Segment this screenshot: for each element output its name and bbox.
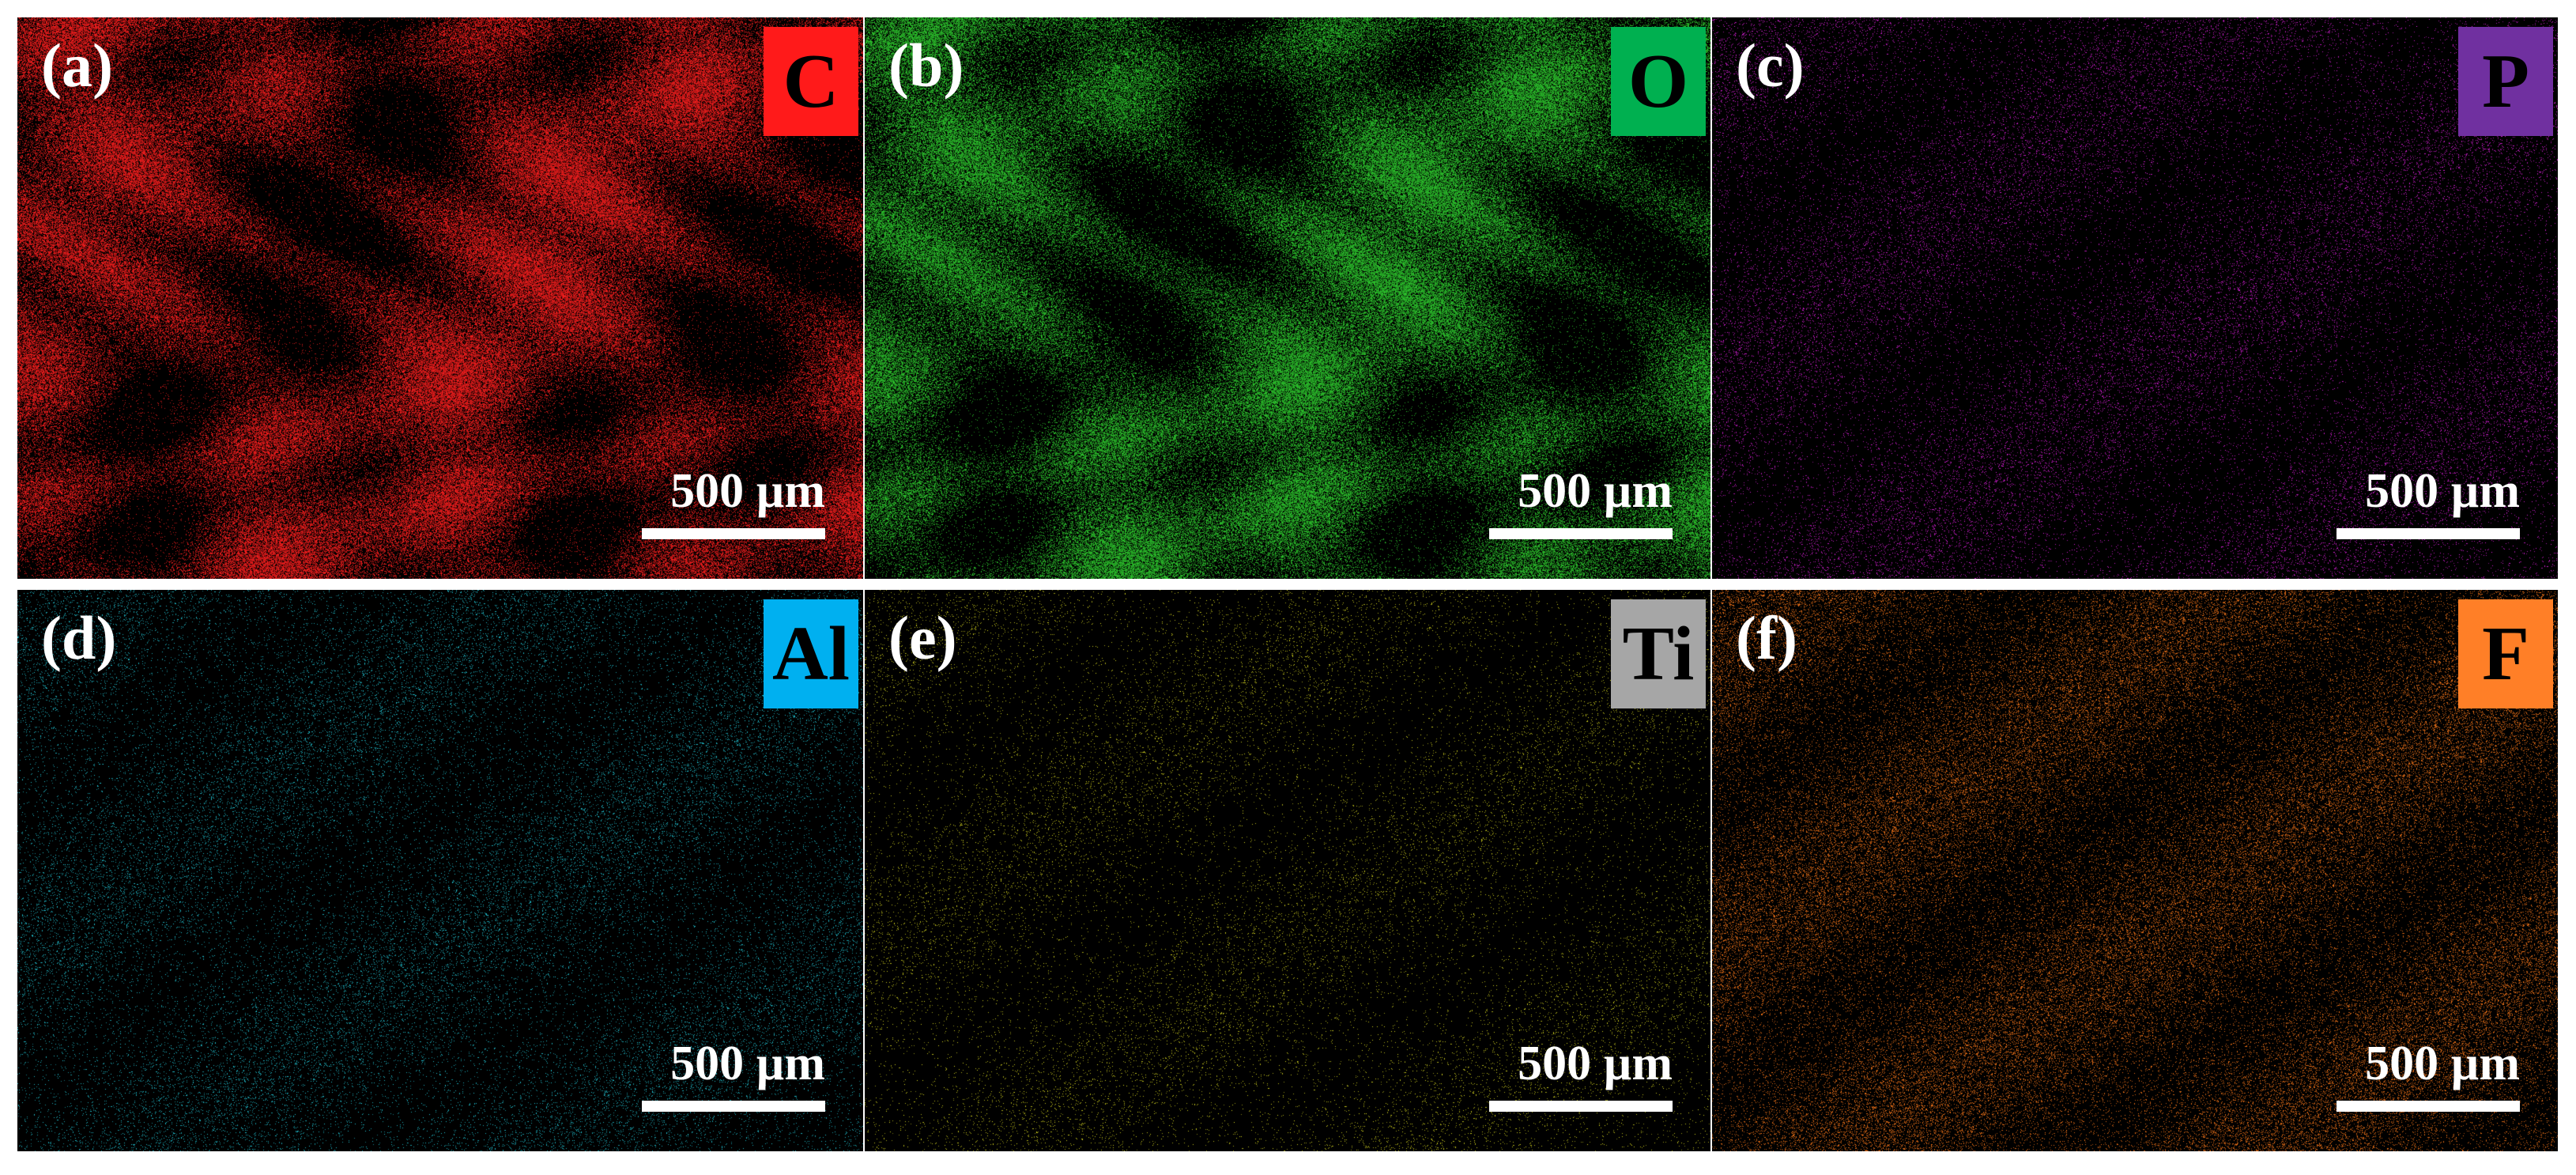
- phosphorus-distribution-image: [1712, 17, 2558, 579]
- eds-map-phosphorus: (c) P 500 µm: [1712, 17, 2558, 579]
- scale-bar: [2337, 1101, 2520, 1112]
- panel-label: (b): [888, 31, 964, 100]
- element-badge: Al: [764, 599, 858, 708]
- element-badge: F: [2458, 599, 2553, 708]
- panel-label: (a): [41, 31, 113, 100]
- scale-bar: [642, 528, 825, 539]
- eds-map-titanium: (e) Ti 500 µm: [865, 590, 1710, 1151]
- scale-bar-label: 500 µm: [670, 464, 825, 518]
- panel-label: (c): [1736, 31, 1805, 100]
- oxygen-distribution-image: [865, 17, 1710, 579]
- scale-bar-label: 500 µm: [1518, 464, 1673, 518]
- scale-bar: [1489, 1101, 1673, 1112]
- scale-bar-label: 500 µm: [670, 1037, 825, 1090]
- carbon-distribution-image: [17, 17, 863, 579]
- titanium-distribution-image: [865, 590, 1710, 1151]
- eds-map-aluminum: (d) Al 500 µm: [17, 590, 863, 1151]
- fluorine-distribution-image: [1712, 590, 2558, 1151]
- eds-map-carbon: (a) C 500 µm: [17, 17, 863, 579]
- panel-label: (f): [1736, 603, 1797, 672]
- scale-bar: [2337, 528, 2520, 539]
- panel-label: (e): [888, 603, 957, 672]
- aluminum-distribution-image: [17, 590, 863, 1151]
- scale-bar: [1489, 528, 1673, 539]
- element-badge: O: [1611, 27, 1706, 136]
- scale-bar-label: 500 µm: [1518, 1037, 1673, 1090]
- element-badge: C: [764, 27, 858, 136]
- element-badge: P: [2458, 27, 2553, 136]
- scale-bar-label: 500 µm: [2365, 464, 2520, 518]
- element-badge: Ti: [1611, 599, 1706, 708]
- eds-map-fluorine: (f) F 500 µm: [1712, 590, 2558, 1151]
- scale-bar: [642, 1101, 825, 1112]
- eds-map-oxygen: (b) O 500 µm: [865, 17, 1710, 579]
- panel-label: (d): [41, 603, 117, 672]
- scale-bar-label: 500 µm: [2365, 1037, 2520, 1090]
